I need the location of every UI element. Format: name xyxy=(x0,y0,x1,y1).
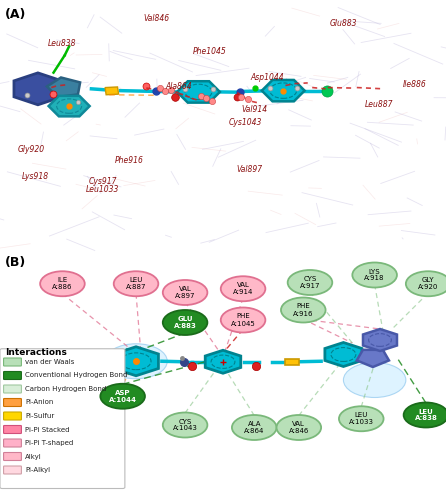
Circle shape xyxy=(163,310,207,335)
Polygon shape xyxy=(47,78,80,97)
Circle shape xyxy=(404,402,446,427)
Text: Conventional Hydrogen Bond: Conventional Hydrogen Bond xyxy=(25,372,128,378)
FancyBboxPatch shape xyxy=(4,398,21,406)
Text: ILE
A:886: ILE A:886 xyxy=(52,277,73,290)
Polygon shape xyxy=(357,350,389,367)
Text: CYS
A:917: CYS A:917 xyxy=(300,276,320,289)
Text: Glu883: Glu883 xyxy=(330,18,357,28)
Polygon shape xyxy=(114,347,158,376)
FancyBboxPatch shape xyxy=(4,412,21,420)
Circle shape xyxy=(105,344,167,379)
Polygon shape xyxy=(14,73,62,105)
Polygon shape xyxy=(325,342,362,366)
Bar xyxy=(105,87,119,95)
Text: ALA
A:864: ALA A:864 xyxy=(244,421,264,434)
Text: Gly920: Gly920 xyxy=(18,145,45,154)
Text: Asp1044: Asp1044 xyxy=(251,72,285,82)
Text: Leu1033: Leu1033 xyxy=(86,185,119,194)
FancyBboxPatch shape xyxy=(4,452,21,460)
Circle shape xyxy=(343,362,406,398)
Circle shape xyxy=(221,276,265,301)
Polygon shape xyxy=(363,329,397,351)
Text: LEU
A:838: LEU A:838 xyxy=(414,408,438,422)
FancyBboxPatch shape xyxy=(4,358,21,366)
Text: LEU
A:1033: LEU A:1033 xyxy=(349,412,374,425)
Text: Val914: Val914 xyxy=(241,105,267,114)
Circle shape xyxy=(352,262,397,287)
Text: VAL
A:846: VAL A:846 xyxy=(289,421,309,434)
Text: LEU
A:887: LEU A:887 xyxy=(126,277,146,290)
FancyBboxPatch shape xyxy=(4,439,21,447)
Text: Alkyl: Alkyl xyxy=(25,454,42,460)
Text: GLY
A:920: GLY A:920 xyxy=(418,277,438,290)
Circle shape xyxy=(277,415,321,440)
Text: Pi-Anion: Pi-Anion xyxy=(25,400,54,406)
FancyBboxPatch shape xyxy=(4,372,21,380)
Text: Pi-Pi T-shaped: Pi-Pi T-shaped xyxy=(25,440,73,446)
FancyBboxPatch shape xyxy=(4,466,21,474)
Text: Phe916: Phe916 xyxy=(115,156,144,166)
Text: Lys918: Lys918 xyxy=(22,172,49,181)
Text: Cys1043: Cys1043 xyxy=(229,118,262,127)
Polygon shape xyxy=(177,81,220,102)
Text: VAL
A:914: VAL A:914 xyxy=(233,282,253,295)
Text: VAL
A:897: VAL A:897 xyxy=(175,286,195,299)
Text: (A): (A) xyxy=(4,8,26,20)
Text: Val846: Val846 xyxy=(143,14,169,22)
Text: Ile886: Ile886 xyxy=(403,80,427,90)
Circle shape xyxy=(406,271,446,296)
Circle shape xyxy=(40,271,85,296)
Text: (B): (B) xyxy=(4,256,26,269)
Text: LYS
A:918: LYS A:918 xyxy=(364,268,385,281)
Text: CYS
A:1043: CYS A:1043 xyxy=(173,418,198,432)
Text: Cys917: Cys917 xyxy=(88,177,117,186)
FancyBboxPatch shape xyxy=(0,349,125,488)
Circle shape xyxy=(114,271,158,296)
Circle shape xyxy=(288,270,332,295)
Text: Phe1045: Phe1045 xyxy=(193,47,227,56)
Text: van der Waals: van der Waals xyxy=(25,359,74,365)
Text: Carbon Hydrogen Bond: Carbon Hydrogen Bond xyxy=(25,386,106,392)
Text: Val897: Val897 xyxy=(237,166,263,174)
Text: Ala864: Ala864 xyxy=(165,82,192,91)
Circle shape xyxy=(100,384,145,409)
Text: Leu838: Leu838 xyxy=(48,40,77,48)
Text: PHE
A:1045: PHE A:1045 xyxy=(231,314,256,326)
Circle shape xyxy=(281,298,326,322)
Bar xyxy=(285,358,299,365)
Polygon shape xyxy=(49,96,90,116)
FancyBboxPatch shape xyxy=(4,426,21,434)
Text: GLU
A:883: GLU A:883 xyxy=(173,316,197,329)
Polygon shape xyxy=(205,350,241,373)
Text: Interactions: Interactions xyxy=(5,348,67,357)
Text: Pi-Pi Stacked: Pi-Pi Stacked xyxy=(25,426,70,432)
Text: Leu887: Leu887 xyxy=(365,100,393,109)
Text: Pi-Sulfur: Pi-Sulfur xyxy=(25,413,54,419)
Text: PHE
A:916: PHE A:916 xyxy=(293,304,314,316)
Circle shape xyxy=(163,280,207,305)
Circle shape xyxy=(339,406,384,431)
Circle shape xyxy=(232,415,277,440)
Polygon shape xyxy=(262,80,305,102)
Text: ASP
A:1044: ASP A:1044 xyxy=(109,390,136,403)
FancyBboxPatch shape xyxy=(4,385,21,393)
Circle shape xyxy=(163,412,207,438)
Circle shape xyxy=(221,308,265,332)
Text: Pi-Alkyl: Pi-Alkyl xyxy=(25,467,50,473)
